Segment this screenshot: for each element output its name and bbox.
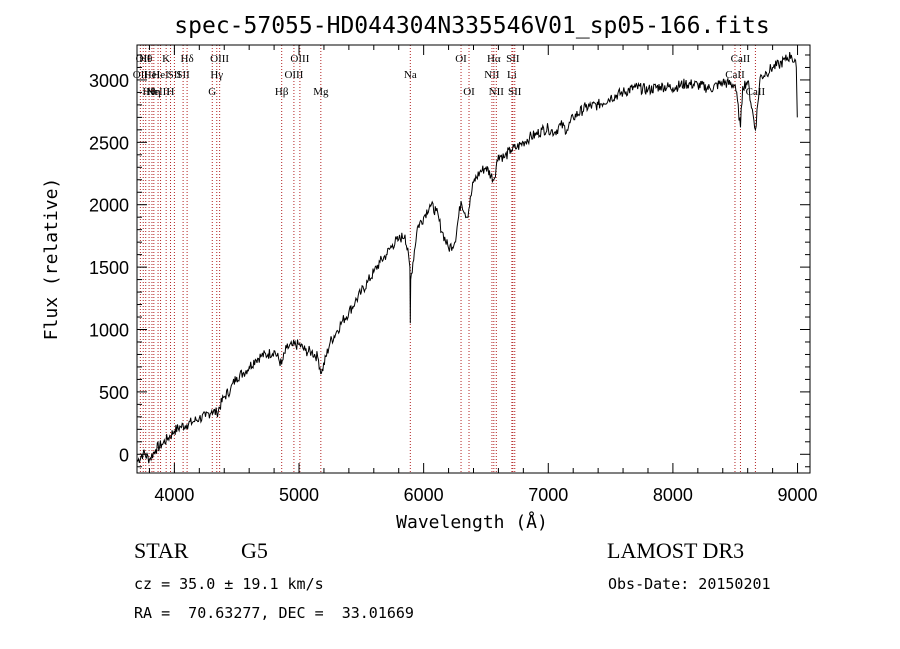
line-marker-label: Li	[507, 69, 517, 81]
x-axis-label: Wavelength (Å)	[396, 511, 548, 533]
line-marker-label: OIII	[284, 69, 303, 81]
line-marker-label: HeI	[144, 69, 161, 81]
spectrum-chart: spec-57055-HD044304N335546V01_sp05-166.f…	[41, 13, 818, 533]
line-marker-label: OII	[136, 53, 152, 65]
line-marker-label: OI	[463, 86, 475, 98]
line-marker-label: Na	[404, 69, 417, 81]
y-tick-label: 2500	[89, 133, 129, 153]
line-marker-label: OI	[455, 53, 467, 65]
line-marker-label: Mg	[313, 86, 329, 98]
axis-ticks: 4000 5000 6000 7000 8000 9000 0 500 1000 1500 2000…	[89, 45, 818, 505]
line-marker-label: CaII	[746, 86, 766, 98]
line-marker-label: NII	[484, 69, 500, 81]
line-marker-label: Hθ	[139, 53, 152, 65]
obs-date: Obs-Date: 20150201	[608, 575, 771, 593]
y-tick-label: 2000	[89, 196, 129, 216]
y-tick-label: 500	[99, 383, 129, 403]
line-marker-label: Hθ	[142, 86, 155, 98]
y-tick-label: 0	[119, 445, 129, 465]
object-class: STAR	[134, 538, 189, 563]
line-marker-label: Hα	[487, 53, 501, 65]
plot-frame	[136, 44, 811, 474]
flux-series-line	[136, 51, 798, 464]
line-marker-label: Hγ	[210, 69, 223, 81]
line-marker-label: SII	[506, 53, 520, 65]
survey-name: LAMOST DR3	[607, 538, 745, 563]
series-layer	[136, 51, 798, 464]
x-tick-label: 8000	[653, 485, 693, 505]
coordinates: RA = 70.63277, DEC = 33.01669	[134, 604, 414, 622]
subclass: G5	[241, 538, 268, 563]
x-tick-label: 7000	[528, 485, 568, 505]
line-marker-label: HeI	[152, 69, 169, 81]
line-marker-label: Hη	[147, 86, 161, 98]
x-tick-label: 5000	[279, 485, 319, 505]
line-marker-label: H	[167, 86, 175, 98]
line-marker-label: Hβ	[275, 86, 289, 98]
line-marker-label: SII	[176, 69, 190, 81]
line-marker-label: SII	[168, 69, 182, 81]
line-marker-label: G	[208, 86, 216, 98]
x-tick-label: 4000	[154, 485, 194, 505]
line-marker-label: CaII	[731, 53, 751, 65]
y-tick-label: 1000	[89, 321, 129, 341]
y-axis-label: Flux (relative)	[41, 178, 62, 341]
spectral-line-markers: OIIOIIHθHθHeIHηNeIIIHeIKHSIIHδSIIGHγOIII…	[133, 45, 766, 473]
line-marker-label: Hδ	[181, 53, 194, 65]
line-marker-label: NeIII	[146, 86, 170, 98]
x-tick-label: 9000	[778, 485, 818, 505]
line-marker-label: OIII	[210, 53, 229, 65]
line-marker-label: SII	[508, 86, 522, 98]
y-tick-label: 1500	[89, 258, 129, 278]
line-marker-label: K	[162, 53, 170, 65]
x-tick-label: 6000	[404, 485, 444, 505]
y-tick-label: 3000	[89, 71, 129, 91]
chart-title: spec-57055-HD044304N335546V01_sp05-166.f…	[174, 13, 769, 39]
redshift-cz: cz = 35.0 ± 19.1 km/s	[134, 575, 324, 593]
line-marker-label: NII	[489, 86, 505, 98]
line-marker-label: OIII	[290, 53, 309, 65]
